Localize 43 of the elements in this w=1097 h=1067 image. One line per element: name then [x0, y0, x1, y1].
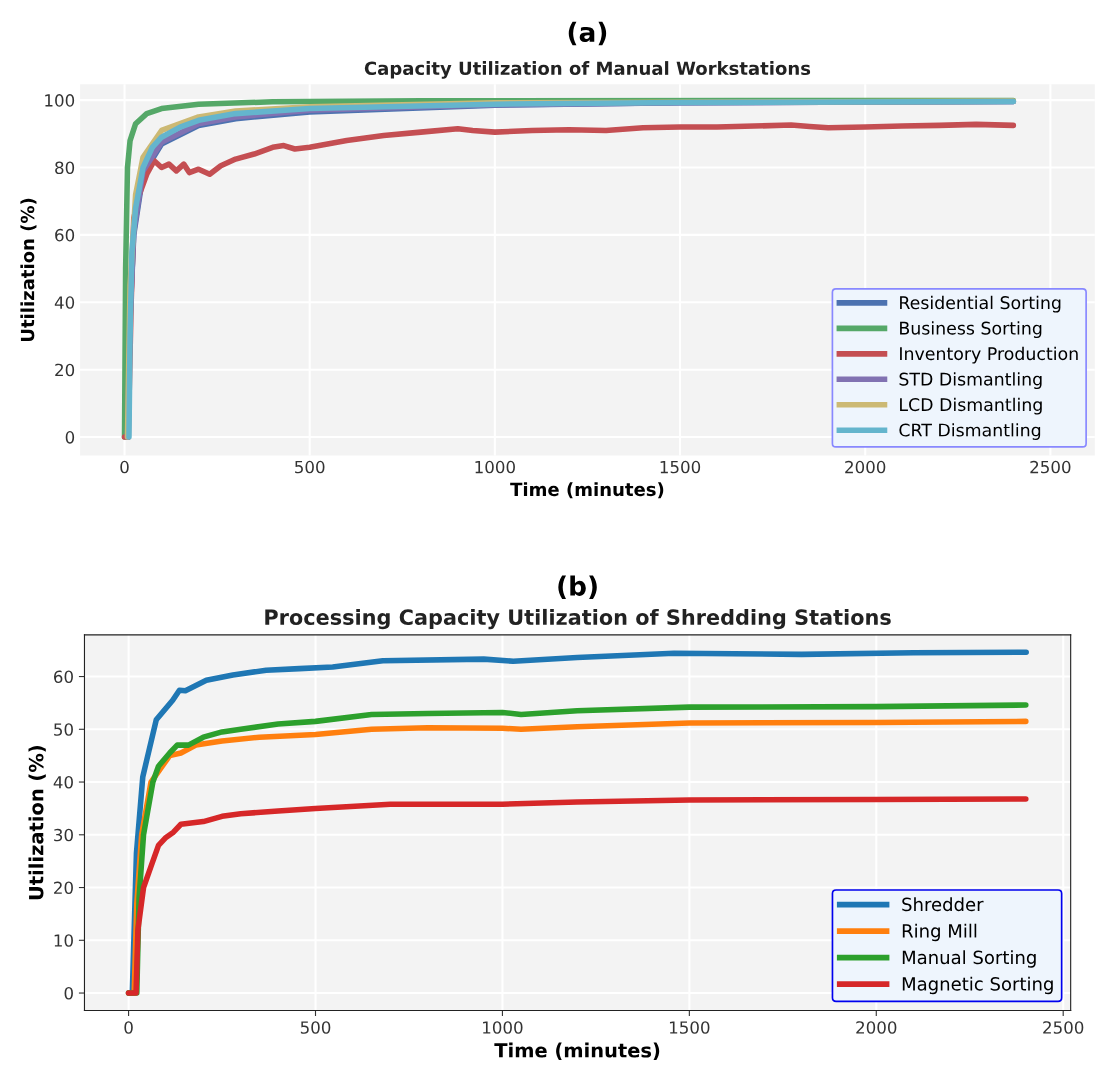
chart-subtitle: Capacity Utilization of Manual Workstations: [364, 61, 811, 79]
x-tick-label: 1500: [669, 1021, 710, 1034]
chart-title: (a): [568, 21, 607, 46]
legend-label: Shredder: [902, 897, 984, 912]
legend-label: CRT Dismantling: [899, 423, 1041, 440]
legend-label: Ring Mill: [902, 923, 977, 942]
x-tick-label: 1000: [483, 1021, 523, 1034]
y-tick-label: 80: [55, 161, 75, 175]
y-tick-label: 60: [55, 228, 75, 242]
y-tick-label: 30: [54, 828, 73, 842]
x-tick-label: 2000: [856, 1021, 897, 1034]
y-axis-title: Utilization (%): [28, 745, 46, 900]
legend-label: Manual Sorting: [902, 950, 1036, 968]
y-tick-label: 20: [55, 363, 75, 377]
legend-label: Inventory Production: [900, 346, 1078, 364]
x-tick-label: 0: [120, 460, 129, 474]
x-tick-label: 500: [300, 1021, 331, 1034]
x-tick-label: 2000: [845, 460, 886, 474]
x-axis-title: Time (minutes): [494, 1042, 660, 1060]
x-axis-title: Time (minutes): [510, 482, 664, 499]
legend-label: Residential Sorting: [900, 295, 1061, 313]
x-tick-label: 0: [124, 1021, 133, 1034]
chart-title: (b): [558, 575, 597, 600]
x-tick-label: 500: [295, 460, 325, 474]
y-tick-label: 10: [54, 934, 73, 947]
y-tick-label: 20: [54, 881, 73, 895]
legend-label: Magnetic Sorting: [902, 976, 1053, 995]
x-tick-label: 2500: [1030, 460, 1071, 474]
y-tick-label: 40: [53, 776, 73, 789]
chart-subtitle: Processing Capacity Utilization of Shredding Stations: [265, 608, 891, 630]
legend-label: Business Sorting: [900, 321, 1042, 339]
y-axis-title: Utilization (%): [20, 198, 37, 342]
legend-label: STD Dismantling: [899, 372, 1042, 390]
y-tick-label: 50: [54, 723, 73, 736]
legend-label: LCD Dismantling: [900, 397, 1042, 415]
y-tick-label: 40: [54, 296, 75, 309]
x-tick-label: 2500: [1043, 1021, 1084, 1034]
y-tick-label: 0: [64, 987, 73, 1000]
x-tick-label: 1000: [475, 460, 515, 474]
y-tick-label: 100: [45, 94, 75, 107]
x-tick-label: 1500: [660, 460, 701, 474]
y-tick-label: 0: [65, 431, 75, 444]
y-tick-label: 60: [54, 670, 73, 684]
